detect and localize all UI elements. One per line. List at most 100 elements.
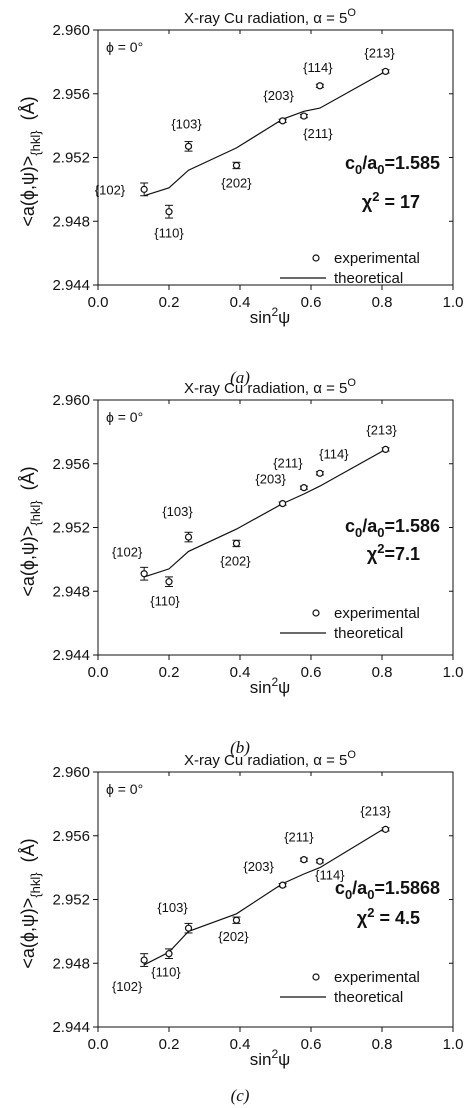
experimental-point [140,185,148,193]
experimental-point [165,950,173,958]
experimental-point [140,570,148,578]
chart-title: X-ray Cu radiation, α = 5O [184,377,356,397]
point-label: {213} [364,45,395,60]
experimental-point [300,484,308,492]
experimental-point [232,539,241,548]
experimental-point [381,825,390,833]
y-tick-label: 2.952 [52,520,90,537]
experimental-point [316,469,324,477]
x-axis-label: sin2ψ [250,1047,291,1069]
x-tick-label: 0.4 [230,1036,251,1053]
experimental-point [316,82,324,90]
panel-caption: (a) [230,368,250,387]
x-axis-label: sin2ψ [250,675,291,697]
chart-title-main: X-ray Cu radiation, α = 5 [184,752,347,769]
x-tick-label: 0.6 [301,664,322,681]
y-tick-label: 2.944 [52,647,90,664]
y-axis-label: <a(ϕ,ψ)>{hkl}(Å) [18,838,43,968]
experimental-point [279,499,287,508]
chart-panel: 0.0 0.2 0.4 0.6 0.8 1.0 2.944 2.948 2.952 2.956 2.… [18,749,463,1105]
phi-label: ϕ = 0° [106,781,143,797]
experimental-point [300,856,308,864]
x-tick-label: 0.8 [372,664,393,681]
ratio-annotation: c0/a0=1.5868 [335,878,440,902]
point-label: {202} [221,175,252,190]
point-label: {202} [218,929,249,944]
chart-title: X-ray Cu radiation, α = 5O [184,7,356,27]
experimental-point [232,161,241,170]
point-label: {103} [171,116,202,131]
x-tick-label: 1.0 [443,1036,464,1053]
y-axis-label: <a(ϕ,ψ)>{hkl}(Å) [18,466,43,596]
chi-annotation: χ2 = 17 [362,189,420,212]
chart-title: X-ray Cu radiation, α = 5O [184,749,356,769]
chart-title-superscript: O [347,7,356,19]
ratio-annotation: c0/a0=1.586 [345,516,440,540]
x-tick-label: 0.4 [230,664,251,681]
chart-title-superscript: O [347,749,356,761]
x-tick-label: 1.0 [443,664,464,681]
point-label: {203} [255,472,286,487]
x-tick-label: 0.4 [230,294,251,311]
y-tick-label: 2.952 [52,150,90,167]
chart-title-main: X-ray Cu radiation, α = 5 [184,380,347,397]
point-label: {102} [112,979,143,994]
x-tick-label: 0.0 [88,664,109,681]
x-tick-label: 0.0 [88,1036,109,1053]
legend-marker-experimental [312,254,320,262]
x-tick-label: 0.2 [159,1036,180,1053]
point-label: {213} [360,803,391,818]
experimental-point [165,208,173,216]
point-label: {203} [263,88,294,103]
y-tick-label: 2.956 [52,86,90,103]
experimental-point [184,533,193,541]
x-tick-label: 0.8 [372,1036,393,1053]
legend-marker-experimental [312,973,320,981]
ratio-annotation: c0/a0=1.585 [345,153,440,177]
y-tick-label: 2.948 [52,955,90,972]
y-tick-label: 2.944 [52,277,90,294]
point-label: {103} [162,504,193,519]
point-label: {213} [366,422,397,437]
experimental-point [140,956,148,964]
legend-label-theoretical: theoretical [334,989,403,1006]
chi-annotation: χ2 = 4.5 [357,905,420,928]
legend-label-experimental: experimental [334,250,420,267]
experimental-point [232,916,241,924]
chi-annotation: χ2=7.1 [367,541,420,564]
legend-label-experimental: experimental [334,969,420,986]
point-label: {102} [95,182,126,197]
experimental-point [165,578,173,586]
point-label: {202} [220,553,251,568]
x-tick-label: 0.6 [301,1036,322,1053]
x-axis-label: sin2ψ [250,305,291,327]
y-tick-label: 2.956 [52,456,90,473]
point-label: {211} [284,830,314,845]
point-label: {103} [157,900,188,915]
y-tick-label: 2.960 [52,764,90,781]
theoretical-line [144,448,386,578]
experimental-point [279,117,287,125]
experimental-point [316,857,324,865]
y-tick-label: 2.960 [52,392,90,409]
y-tick-label: 2.944 [52,1019,90,1036]
y-tick-label: 2.960 [52,22,90,39]
experimental-point [381,67,390,76]
phi-label: ϕ = 0° [106,409,143,425]
y-tick-label: 2.948 [52,213,90,230]
theoretical-line [144,70,386,197]
point-label: {110} [151,965,181,980]
phi-label: ϕ = 0° [106,39,143,55]
y-tick-label: 2.948 [52,583,90,600]
chart-title-main: X-ray Cu radiation, α = 5 [184,10,347,27]
point-label: {114} [315,867,345,882]
legend-label-theoretical: theoretical [334,270,403,287]
x-tick-label: 0.0 [88,294,109,311]
panel-caption: (b) [230,738,250,757]
x-tick-label: 0.6 [301,294,322,311]
point-label: {102} [112,545,143,560]
point-label: {114} [319,446,349,461]
chart-panel: 0.0 0.2 0.4 0.6 0.8 1.0 2.944 2.948 2.952 2.956 2.… [18,377,463,757]
legend-marker-experimental [312,609,320,617]
